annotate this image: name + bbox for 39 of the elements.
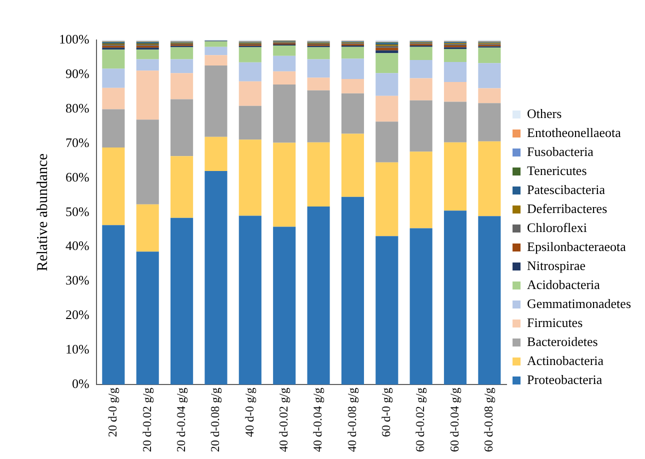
x-tick-label: 20 d-0.04 g/g — [174, 388, 188, 452]
legend-label: Firmicutes — [527, 314, 583, 330]
y-tick-label: 10% — [65, 342, 90, 357]
y-tick-label: 30% — [65, 272, 90, 288]
legend-label: Chloroflexi — [527, 220, 588, 235]
x-tick-label: 20 d-0.02 g/g — [140, 388, 154, 452]
y-tick-label: 60% — [65, 169, 90, 184]
legend-label: Epsilonbacteraeota — [527, 238, 626, 254]
x-tick-label: 40 d-0 g/g — [242, 388, 256, 438]
x-tick-label: 60 d-0 g/g — [379, 388, 394, 438]
y-tick-label: 70% — [65, 134, 90, 150]
legend-label: Actinobacteria — [527, 352, 604, 368]
y-tick-label: 100% — [58, 31, 90, 46]
x-tick-label: 60 d-0.04 g/g — [447, 388, 462, 452]
y-tick-label: 40% — [65, 238, 90, 254]
legend-label: Acidobacteria — [527, 276, 600, 292]
legend-label: Tenericutes — [527, 162, 587, 178]
legend-label: Deferribacteres — [527, 200, 608, 216]
legend-label: Nitrospirae — [527, 258, 586, 273]
y-axis-title: Relative abundance — [34, 153, 51, 272]
legend-label: Proteobacteria — [527, 372, 602, 387]
x-tick-label: 60 d-0.02 g/g — [413, 388, 428, 452]
x-tick-label: 40 d-0.04 g/g — [310, 388, 325, 452]
y-tick-label: 0% — [72, 376, 90, 392]
x-tick-label: 40 d-0.02 g/g — [276, 388, 290, 452]
legend-label: Patescibacteria — [527, 182, 606, 197]
legend-label: Entotheonellaeota — [527, 124, 622, 140]
y-tick-label: 90% — [65, 66, 90, 81]
y-tick-label: 80% — [65, 100, 90, 116]
legend-label: Bacteroidetes — [527, 334, 598, 349]
legend-label: Gemmatimonadetes — [527, 296, 631, 311]
x-tick-label: 20 d-0.08 g/g — [208, 388, 222, 452]
x-tick-label: 40 d-0.08 g/g — [344, 388, 359, 452]
x-tick-label: 20 d-0 g/g — [106, 388, 120, 438]
legend-label: Others — [527, 106, 562, 121]
y-tick-label: 20% — [65, 307, 90, 322]
x-tick-label: 60 d-0.08 g/g — [482, 388, 496, 452]
y-tick-label: 50% — [65, 204, 90, 219]
legend-label: Fusobacteria — [527, 144, 594, 159]
